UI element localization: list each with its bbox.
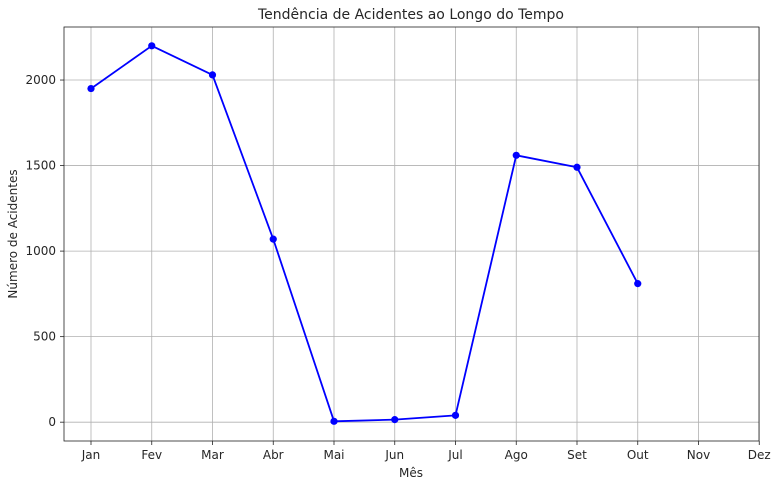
x-tick-label-mar: Mar: [201, 448, 224, 462]
data-point-jun: [391, 416, 399, 424]
y-tick-label-500: 500: [33, 330, 56, 344]
x-axis-ticks: Jan Fev Mar Abr Mai Jun Jul Ago Set Out Nov Dez: [81, 441, 771, 462]
plot-area-frame: [63, 26, 760, 442]
x-tick-label-ago: Ago: [505, 448, 528, 462]
data-point-fev: [148, 42, 156, 50]
y-tick-label-0: 0: [48, 415, 56, 429]
y-tick-label-1500: 1500: [25, 159, 56, 173]
x-tick-label-jul: Jul: [447, 448, 462, 462]
y-tick-label-1000: 1000: [25, 244, 56, 258]
grid-lines: [64, 27, 760, 441]
x-tick-label-out: Out: [627, 448, 649, 462]
y-axis-label: Número de Acidentes: [6, 169, 20, 298]
x-tick-label-jun: Jun: [384, 448, 404, 462]
data-point-abr: [269, 235, 277, 243]
y-tick-label-2000: 2000: [25, 73, 56, 87]
x-tick-label-abr: Abr: [263, 448, 284, 462]
x-tick-label-mai: Mai: [323, 448, 344, 462]
data-point-mar: [208, 71, 217, 79]
data-point-jul: [451, 411, 460, 419]
x-tick-label-nov: Nov: [687, 448, 710, 462]
data-point-set: [573, 163, 581, 171]
chart-title: Tendência de Acidentes ao Longo do Tempo: [257, 7, 564, 23]
x-tick-label-set: Set: [567, 448, 587, 462]
data-point-ago: [512, 151, 520, 159]
series-line: [90, 44, 639, 423]
x-tick-label-dez: Dez: [748, 448, 771, 462]
x-tick-label-fev: Fev: [141, 448, 162, 462]
y-axis-ticks: 0 500 1000 1500 2000: [25, 73, 64, 429]
data-point-mai: [330, 417, 338, 425]
x-tick-label-jan: Jan: [81, 448, 101, 462]
data-point-out: [634, 280, 642, 288]
x-axis-label: Mês: [399, 466, 423, 480]
data-point-jan: [87, 84, 95, 93]
series-layer: [87, 42, 642, 425]
